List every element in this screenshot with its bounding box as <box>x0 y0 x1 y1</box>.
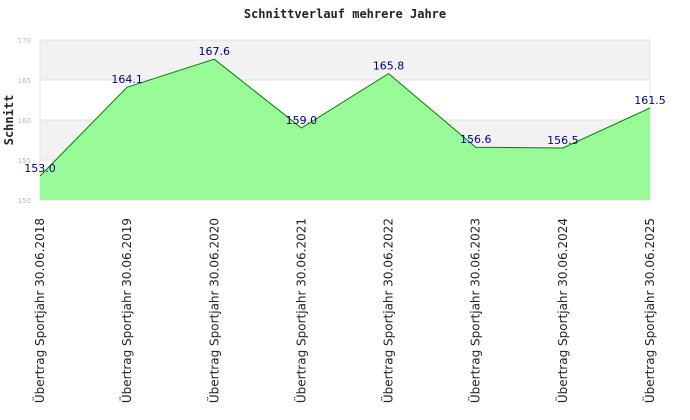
y-tick-label: 170 <box>18 37 31 45</box>
data-label: 167.6 <box>199 45 231 58</box>
plot-band <box>40 40 650 80</box>
x-tick-label: Übertrag Sportjahr 30.06.2022 <box>380 218 396 403</box>
series-area <box>40 59 650 201</box>
x-tick-label: Übertrag Sportjahr 30.06.2020 <box>205 218 221 403</box>
x-tick-label: Übertrag Sportjahr 30.06.2023 <box>467 218 483 403</box>
y-tick-label: 150 <box>18 197 31 205</box>
data-label: 159.0 <box>286 114 318 127</box>
data-label: 165.8 <box>373 60 405 73</box>
x-tick-label: Übertrag Sportjahr 30.06.2025 <box>641 218 657 403</box>
data-label: 153.0 <box>24 162 56 175</box>
data-label: 161.5 <box>634 94 666 107</box>
y-tick-label: 155 <box>18 157 31 165</box>
data-label: 156.6 <box>460 133 492 146</box>
series-line <box>39 58 651 177</box>
x-tick-label: Übertrag Sportjahr 30.06.2021 <box>292 218 308 403</box>
data-label: 164.1 <box>111 73 143 86</box>
x-tick-label: Übertrag Sportjahr 30.06.2018 <box>31 218 47 403</box>
area-layer <box>39 58 651 201</box>
data-labels: 153.0 164.1 167.6 159.0 165.8 156.6 156.5 161.5 <box>24 45 666 175</box>
y-axis-label: Schnitt <box>2 95 16 146</box>
y-axis-ticks: 150 155 160 165 170 <box>18 37 31 205</box>
x-tick-label: Übertrag Sportjahr 30.06.2024 <box>554 218 570 403</box>
x-tick-label: Übertrag Sportjahr 30.06.2019 <box>118 218 134 403</box>
y-tick-label: 165 <box>18 77 31 85</box>
chart-title: Schnittverlauf mehrere Jahre <box>244 7 446 21</box>
y-tick-label: 160 <box>18 117 31 125</box>
x-axis-ticks: Übertrag Sportjahr 30.06.2018 Übertrag Sp… <box>31 218 657 403</box>
data-label: 156.5 <box>547 134 579 147</box>
